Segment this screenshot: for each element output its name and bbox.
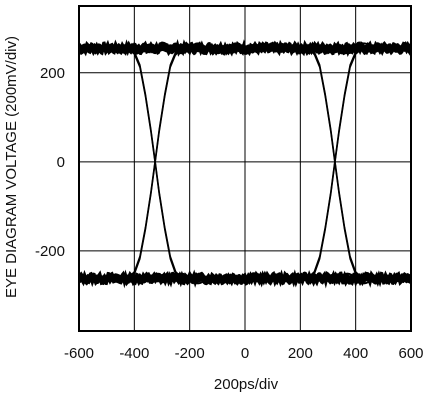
x-tick-label: 600	[398, 345, 423, 362]
x-axis-title: 200ps/div	[214, 376, 279, 393]
plot-frame	[78, 5, 412, 332]
y-tick-labels: -200 0 200	[35, 65, 65, 260]
ringing-trace	[338, 272, 374, 285]
y-tick-label: 0	[57, 154, 65, 171]
falling-edge-trace	[79, 46, 411, 278]
x-tick-label: 0	[241, 345, 249, 362]
eye-traces	[78, 38, 413, 289]
rising-edge-trace	[79, 46, 411, 278]
x-tick-label: -200	[175, 345, 205, 362]
x-tick-labels: -600 -400 -200 0 200 400 600	[64, 345, 423, 362]
ringing-trace	[338, 42, 374, 55]
y-tick-label: 200	[40, 65, 65, 82]
x-tick-label: -400	[119, 345, 149, 362]
y-tick-label: -200	[35, 243, 65, 260]
x-tick-label: 400	[343, 345, 368, 362]
plot-border	[78, 5, 412, 332]
grid-lines	[79, 6, 411, 331]
x-tick-label: 200	[288, 345, 313, 362]
y-axis-title: EYE DIAGRAM VOLTAGE (200mV/div)	[3, 36, 20, 298]
x-tick-label: -600	[64, 345, 94, 362]
